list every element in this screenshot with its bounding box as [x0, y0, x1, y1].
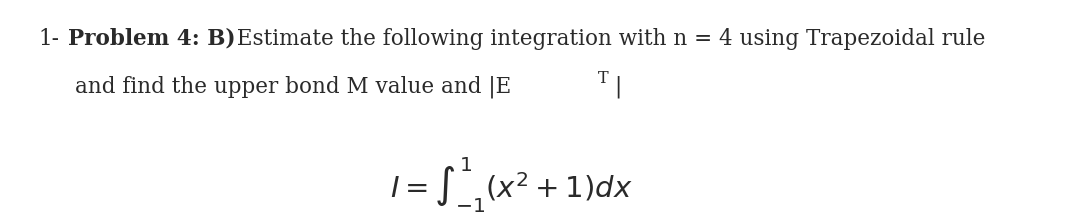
Text: Estimate the following integration with n = 4 using Trapezoidal rule: Estimate the following integration with …: [230, 28, 985, 50]
Text: Problem 4: B): Problem 4: B): [68, 28, 235, 50]
Text: $I=\int_{-1}^{1}(x^2 + 1)dx$: $I=\int_{-1}^{1}(x^2 + 1)dx$: [390, 155, 633, 215]
Text: 1-: 1-: [38, 28, 59, 50]
Text: |: |: [615, 75, 621, 97]
Text: and find the upper bond M value and |E: and find the upper bond M value and |E: [75, 75, 511, 97]
Text: T: T: [598, 70, 609, 87]
